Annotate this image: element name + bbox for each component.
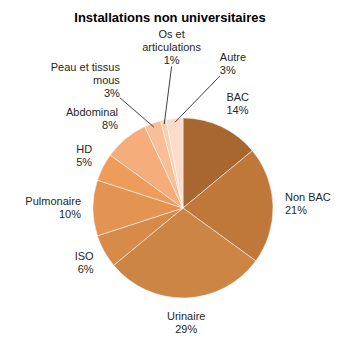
svg-text:ISO6%: ISO6% [75,250,94,275]
svg-text:HD5%: HD5% [76,143,92,168]
svg-text:Pulmonaire10%: Pulmonaire10% [25,195,81,220]
svg-text:Peau et tissusmous3%: Peau et tissusmous3% [51,61,121,99]
svg-text:BAC14%: BAC14% [226,91,249,116]
svg-text:Autre3%: Autre3% [220,51,246,76]
svg-text:Urinaire29%: Urinaire29% [167,310,206,335]
html-text:Installations non universitair: Installations non universitaires [74,10,266,25]
svg-text:Abdominal8%: Abdominal8% [66,106,118,131]
svg-text:Non BAC21%: Non BAC21% [285,191,331,216]
svg-text:Os etarticulations1%: Os etarticulations1% [142,28,201,66]
